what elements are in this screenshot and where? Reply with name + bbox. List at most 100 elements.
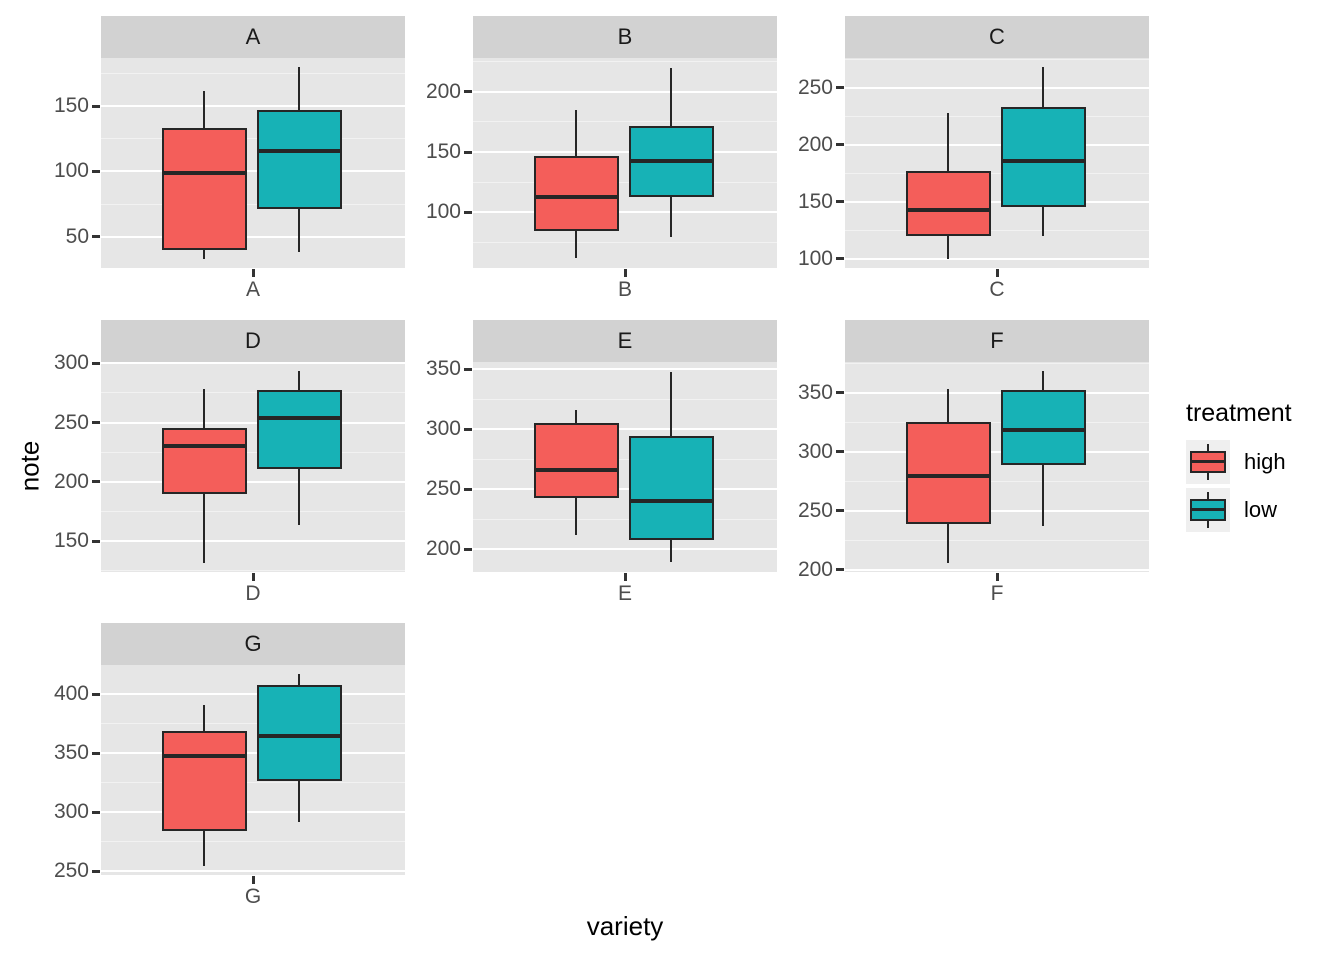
gridline-minor	[845, 362, 1149, 364]
facet-strip: B	[473, 16, 777, 58]
y-tick-label: 350	[425, 357, 461, 381]
x-tick-label: G	[244, 885, 262, 908]
legend-item-label: low	[1244, 497, 1278, 522]
y-tick-label: 200	[797, 557, 833, 581]
y-tick-label: 300	[425, 417, 461, 441]
box-low	[1000, 107, 1086, 208]
gridline-major	[845, 143, 1149, 146]
legend: treatment high low	[1186, 399, 1344, 536]
median-low	[258, 148, 340, 153]
gridline-minor	[845, 172, 1149, 174]
gridline-minor	[101, 570, 405, 572]
y-tick-mark	[836, 509, 844, 513]
facet-panel: 200 250 300 350 E	[426, 357, 777, 605]
y-tick-label: 100	[53, 159, 89, 183]
median-high	[163, 753, 245, 758]
gridline-major	[473, 368, 777, 371]
gridline-major	[101, 480, 405, 483]
gridline-minor	[101, 841, 405, 843]
y-tick-mark	[836, 143, 844, 147]
facet-panel: 100 150 200 250 C	[798, 58, 1149, 301]
facet-strip: E	[473, 320, 777, 362]
gridline-minor	[473, 61, 777, 63]
gridline-minor	[845, 58, 1149, 60]
gridline-major	[101, 693, 405, 696]
median-low	[258, 415, 340, 420]
facet-strip: F	[845, 320, 1149, 362]
gridline-minor	[845, 539, 1149, 541]
box-low	[628, 436, 714, 540]
x-tick-label: A	[245, 278, 260, 301]
gridline-minor	[101, 73, 405, 75]
median-high	[907, 474, 989, 479]
gridline-major	[101, 235, 405, 238]
y-tick-mark	[92, 751, 100, 755]
gridline-major	[101, 870, 405, 873]
gridline-minor	[845, 229, 1149, 231]
median-low	[258, 733, 340, 738]
x-tick-mark	[251, 573, 255, 581]
x-tick-mark	[251, 876, 255, 884]
y-tick-mark	[464, 487, 472, 491]
box-low	[256, 110, 342, 210]
facet-strip: G	[101, 623, 405, 665]
gridline-major	[845, 450, 1149, 453]
gridline-minor	[473, 398, 777, 400]
y-tick-mark	[836, 391, 844, 395]
facet-panel: 250 300 350 400 G	[54, 665, 405, 908]
box-low	[1000, 390, 1086, 465]
facet-B: B 100 150 200 B	[426, 16, 777, 301]
box-high	[533, 423, 619, 498]
gridline-major	[845, 391, 1149, 394]
y-tick-mark	[836, 568, 844, 572]
x-tick-label: E	[617, 582, 632, 605]
facet-strip: A	[101, 16, 405, 58]
legend-key-median	[1192, 508, 1224, 511]
y-tick-label: 200	[53, 469, 89, 493]
median-low	[630, 158, 712, 163]
y-tick-mark	[464, 90, 472, 94]
gridline-major	[101, 170, 405, 173]
median-high	[535, 468, 617, 472]
facet-panel: 100 150 200 B	[426, 58, 777, 301]
box-high	[161, 428, 247, 494]
median-high	[535, 194, 617, 199]
facet-A: A 50 100 150 A	[54, 16, 405, 301]
y-tick-mark	[836, 86, 844, 90]
x-tick-label: C	[989, 278, 1005, 301]
y-tick-label: 400	[53, 682, 89, 706]
gridline-major	[473, 548, 777, 551]
facet-F: F 200 250 300 350 F	[798, 320, 1149, 605]
median-low	[630, 499, 712, 504]
facet-D: D 150 200 250 300 D	[54, 320, 405, 605]
gridline-major	[473, 428, 777, 431]
y-tick-label: 150	[53, 529, 89, 553]
gridline-minor	[845, 421, 1149, 423]
gridline-minor	[101, 138, 405, 140]
median-high	[907, 207, 989, 212]
x-axis-title: variety	[586, 911, 664, 941]
y-tick-label: 250	[53, 410, 89, 434]
y-tick-label: 300	[53, 800, 89, 824]
facet-panel: 50 100 150 A	[54, 58, 405, 301]
y-tick-mark	[92, 692, 100, 696]
box-high	[161, 731, 247, 832]
gridline-major	[101, 811, 405, 814]
gridline-minor	[101, 392, 405, 394]
y-tick-mark	[92, 169, 100, 173]
legend-items: high low	[1186, 440, 1344, 532]
gridline-minor	[473, 181, 777, 183]
y-tick-label: 350	[797, 380, 833, 404]
facet-strip: C	[845, 16, 1149, 58]
gridline-major	[473, 488, 777, 491]
x-tick-mark	[995, 269, 999, 277]
y-tick-label: 200	[797, 132, 833, 156]
x-tick-label: F	[990, 582, 1004, 605]
gridline-major	[101, 362, 405, 365]
y-tick-label: 300	[53, 351, 89, 375]
gridline-major	[845, 257, 1149, 260]
x-tick-label: D	[245, 582, 261, 605]
gridline-major	[473, 151, 777, 154]
gridline-major	[845, 509, 1149, 512]
gridline-major	[473, 211, 777, 214]
